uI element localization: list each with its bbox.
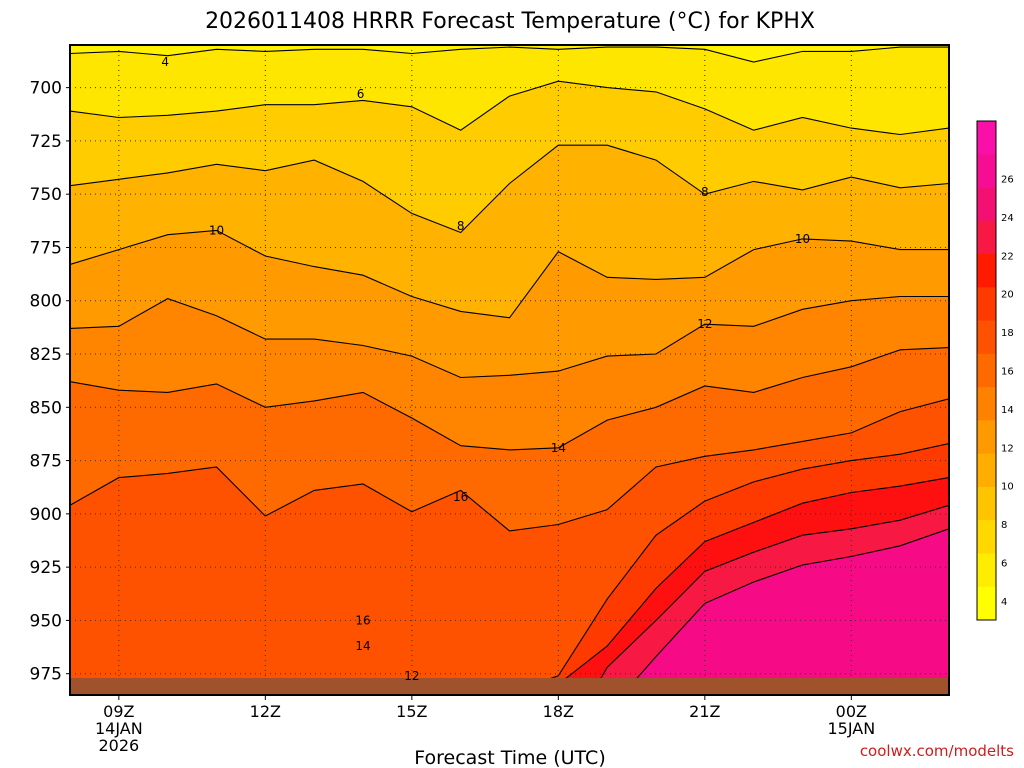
colorbar-swatch [977,453,996,488]
contour-line-24 [631,528,949,685]
contour-label: 10 [795,232,810,246]
x-tick-label: 2026 [98,736,139,755]
y-tick-label: 725 [30,132,62,152]
colorbar-swatch [977,121,996,155]
colorbar-swatch [977,220,996,255]
colorbar-tick-label: 14 [1001,405,1014,416]
contour-lines [70,46,949,685]
contour-line-4 [70,46,949,63]
colorbar-swatch [977,553,996,588]
contour-line-18 [533,442,949,685]
x-tick-label: 09Z [103,702,134,721]
contour-line-6 [70,80,949,136]
colorbar-frame [976,120,997,621]
colorbar-swatch [977,187,996,222]
temperature-bands [70,45,949,695]
contour-line-12 [70,295,949,379]
x-tick-label: 15JAN [827,719,875,738]
ground-surface [70,678,949,695]
colorbar-tick-label: 24 [1001,213,1014,224]
plot-frame [69,44,950,696]
colorbar-tick-label: 6 [1001,558,1007,569]
contour-line-10 [70,229,949,319]
colorbar-tick-label: 4 [1001,597,1007,608]
y-tick-label: 975 [30,665,62,685]
colorbar-tick-label: 22 [1001,251,1014,262]
contour-line-8 [70,144,949,234]
y-tick-label: 825 [30,345,62,365]
y-axis: 700 725 750 775 800 825 850 875 900 925 950 975 [30,79,70,685]
colorbar-swatch [977,420,996,455]
contour-label: 14 [355,639,370,653]
y-tick-label: 800 [30,292,62,312]
contour-label: 12 [697,317,712,331]
chart-title: 2026011408 HRRR Forecast Temperature (°C… [205,9,815,34]
colorbar: 4 6 8 10 12 14 16 18 20 22 24 26 [976,120,1014,621]
contour-label: 8 [457,219,465,233]
colorbar-tick-label: 18 [1001,328,1014,339]
y-tick-label: 750 [30,185,62,205]
colorbar-swatch [977,353,996,388]
colorbar-swatch [977,154,996,189]
grid-lines [70,45,949,695]
x-tick-label: 00Z [836,702,867,721]
contour-label: 4 [161,55,169,69]
contour-line-22 [596,504,949,685]
contour-line-20 [557,477,949,685]
contour-label: 12 [404,669,419,683]
x-tick-label: 18Z [543,702,574,721]
colorbar-swatch [977,520,996,554]
contour-line-14 [70,347,949,451]
colorbar-tick-label: 8 [1001,520,1007,531]
y-tick-label: 900 [30,505,62,525]
x-tick-label: 21Z [689,702,720,721]
colorbar-swatch [977,254,996,288]
colorbar-tick-label: 10 [1001,482,1014,493]
x-tick-label: 15Z [396,702,427,721]
y-tick-label: 925 [30,558,62,578]
colorbar-swatch [977,287,996,322]
colorbar-swatch [977,320,996,355]
y-tick-label: 850 [30,398,62,418]
band-below-24 [631,528,949,695]
colorbar-swatch [977,586,996,621]
colorbar-tick-label: 16 [1001,367,1014,378]
y-tick-label: 950 [30,611,62,631]
y-tick-label: 775 [30,238,62,258]
x-tick-label: 12Z [250,702,281,721]
colorbar-tick-label: 26 [1001,175,1014,186]
contour-label: 16 [355,613,370,627]
plot-area: 4 6 8 8 10 10 12 14 16 16 14 12 [70,45,949,695]
contour-labels: 4 6 8 8 10 10 12 14 16 16 14 12 [161,55,810,683]
colorbar-swatch [977,387,996,421]
y-tick-label: 875 [30,452,62,472]
x-tick-label: 14JAN [95,719,143,738]
contour-label: 14 [551,441,566,455]
contour-label: 8 [701,185,709,199]
contour-label: 16 [453,490,468,504]
colorbar-tick-label: 12 [1001,443,1014,454]
contour-label: 6 [357,87,365,101]
credit-text[interactable]: coolwx.com/modelts [860,742,1014,760]
y-tick-label: 700 [30,79,62,99]
colorbar-tick-label: 20 [1001,290,1014,301]
x-axis-label: Forecast Time (UTC) [414,747,605,768]
contour-label: 10 [209,223,224,237]
colorbar-swatch [977,486,996,521]
contour-line-16 [70,398,949,532]
